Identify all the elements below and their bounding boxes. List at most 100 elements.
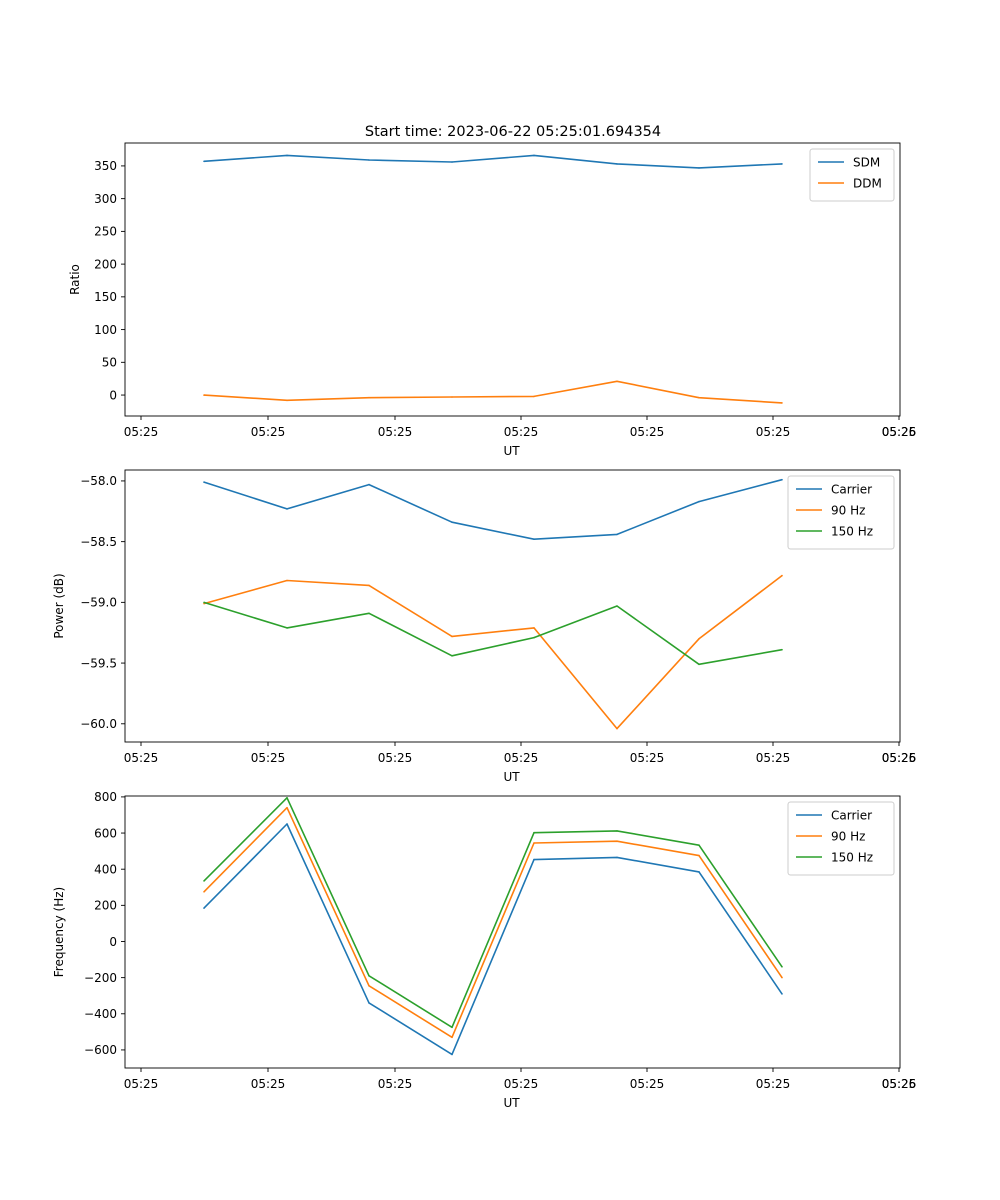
legend: SDM DDM: [809, 148, 895, 202]
x-tick-label: 05:25: [124, 425, 159, 439]
series-line-3: [203, 796, 783, 1029]
x-tick-label: 05:26: [882, 425, 917, 439]
data-point: [781, 966, 783, 968]
y-axis-label: Power (dB): [52, 573, 66, 638]
data-point: [203, 160, 205, 163]
data-point: [451, 1026, 453, 1029]
data-point: [698, 167, 700, 169]
data-point: [781, 993, 783, 995]
x-tick-label: 05:25: [630, 751, 665, 765]
data-point: [533, 636, 535, 639]
data-point: [368, 985, 370, 987]
data-point: [616, 533, 618, 536]
data-point: [533, 627, 535, 629]
series-line-1: [203, 823, 783, 1056]
legend-label: 150 Hz: [831, 525, 873, 539]
data-point: [203, 601, 205, 604]
data-point: [451, 1053, 453, 1056]
x-tick-label: 05:25: [251, 1077, 286, 1091]
legend-label: Carrier: [831, 809, 872, 823]
data-point: [203, 880, 205, 882]
data-point: [698, 500, 700, 503]
x-tick-label: 05:26: [882, 751, 917, 765]
data-point: [286, 797, 288, 799]
data-point: [286, 823, 288, 825]
series-line-3: [203, 601, 783, 666]
data-point: [451, 161, 453, 163]
data-point: [698, 638, 700, 640]
data-point: [286, 579, 288, 582]
y-tick-label: −59.5: [80, 656, 117, 670]
y-tick-label: 400: [94, 862, 117, 876]
legend: Carrier 90 Hz 150 Hz: [787, 475, 895, 550]
y-tick-label: 800: [94, 790, 117, 804]
data-point: [203, 481, 205, 483]
data-point: [451, 396, 453, 398]
x-tick-label: 05:25: [882, 751, 917, 765]
axes-frame: [124, 469, 901, 743]
data-point: [286, 508, 288, 510]
data-point: [616, 830, 618, 832]
data-point: [698, 663, 700, 666]
x-tick-label: 05:25: [756, 425, 791, 439]
data-point: [533, 842, 535, 844]
x-tick-label: 05:25: [882, 1077, 917, 1091]
series-line-1: [203, 478, 783, 541]
data-point: [781, 574, 783, 577]
data-point: [286, 399, 288, 402]
data-point: [781, 648, 783, 651]
data-point: [616, 727, 618, 730]
data-point: [781, 163, 783, 165]
y-tick-label: −59.0: [80, 596, 117, 610]
subplot-3: 05:25 05:25 05:25 05:25 05:25 05:25 05:2505:26…: [52, 790, 916, 1110]
data-point: [781, 402, 783, 404]
data-point: [451, 521, 453, 523]
y-tick-label: 150: [94, 290, 117, 304]
data-point: [203, 891, 205, 893]
data-point: [368, 396, 370, 399]
data-point: [368, 1002, 370, 1004]
x-tick-label: 05:25: [630, 1077, 665, 1091]
series-line-1: [203, 154, 783, 169]
subplot-2: 05:25 05:25 05:25 05:25 05:25 05:25 05:2505:26…: [52, 469, 917, 784]
x-tick-label: 05:25: [882, 425, 917, 439]
data-point: [533, 858, 535, 861]
data-point: [368, 159, 370, 161]
legend-label: DDM: [853, 177, 882, 191]
y-tick-label: 0: [109, 388, 117, 402]
y-tick-label: 50: [102, 356, 117, 370]
data-point: [533, 395, 535, 398]
x-tick-label: 05:25: [378, 751, 413, 765]
legend-label: SDM: [853, 156, 880, 170]
x-tick-label: 05:25: [378, 425, 413, 439]
data-point: [368, 584, 370, 587]
x-tick-label: 05:25: [124, 1077, 159, 1091]
x-tick-label: 05:26: [882, 1077, 917, 1091]
series-line-2: [203, 806, 783, 1039]
data-point: [533, 538, 535, 540]
axes-frame: [124, 142, 901, 417]
x-tick-label: 05:25: [756, 1077, 791, 1091]
figure-title: Start time: 2023-06-22 05:25:01.694354: [365, 124, 661, 140]
x-axis-label: UT: [503, 444, 520, 458]
data-point: [368, 975, 370, 977]
subplot-1: 05:25 05:25 05:25 05:25 05:25 05:25 05:2505:26…: [68, 142, 917, 458]
data-point: [368, 483, 370, 486]
y-tick-label: −600: [84, 1043, 117, 1057]
legend-box: [809, 148, 895, 202]
y-tick-label: 0: [109, 935, 117, 949]
x-tick-label: 05:25: [251, 425, 286, 439]
y-tick-label: −58.0: [80, 474, 117, 488]
data-point: [781, 976, 783, 979]
y-axis-label: Frequency (Hz): [52, 887, 66, 978]
x-tick-label: 05:25: [378, 1077, 413, 1091]
y-axis-label: Ratio: [68, 264, 82, 295]
legend-label: 150 Hz: [831, 851, 873, 865]
y-tick-label: −58.5: [80, 535, 117, 549]
y-tick-label: 250: [94, 225, 117, 239]
y-tick-label: −200: [84, 971, 117, 985]
y-tick-label: 350: [94, 159, 117, 173]
y-tick-label: 300: [94, 192, 117, 206]
subplots: 05:25 05:25 05:25 05:25 05:25 05:25 05:2505:26…: [52, 142, 917, 1110]
